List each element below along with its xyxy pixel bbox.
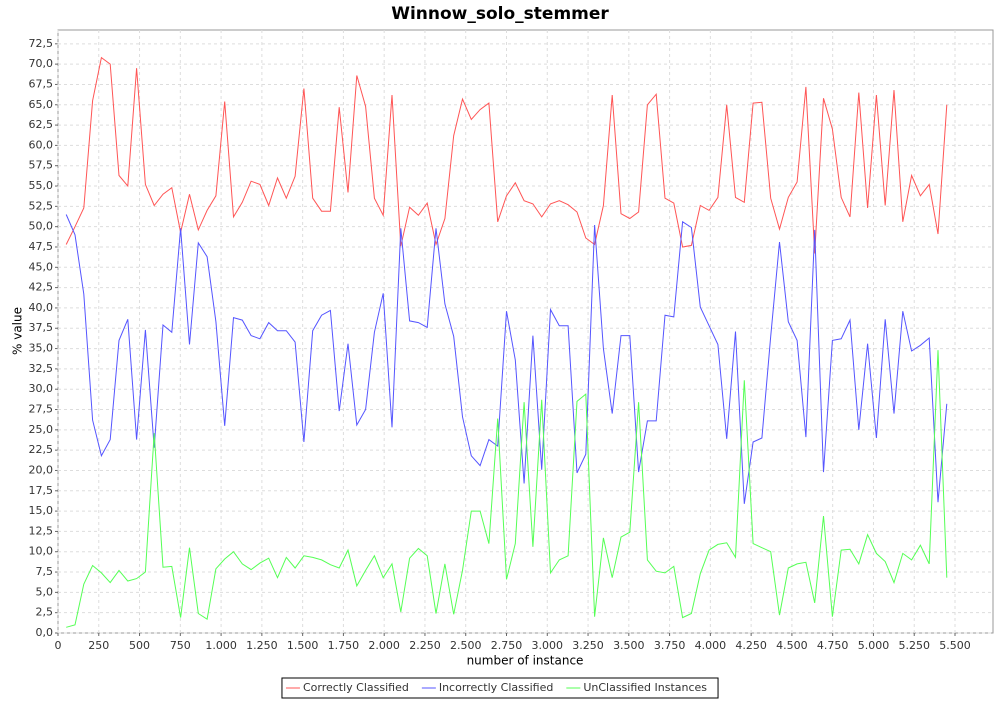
x-tick-label: 1.000 bbox=[205, 639, 237, 652]
y-tick-label: 65,0 bbox=[29, 98, 54, 111]
y-tick-label: 2,5 bbox=[36, 606, 54, 619]
x-tick-label: 3.250 bbox=[572, 639, 604, 652]
y-tick-label: 30,0 bbox=[29, 382, 54, 395]
y-tick-label: 25,0 bbox=[29, 423, 54, 436]
legend-label: UnClassified Instances bbox=[583, 681, 707, 694]
y-tick-label: 0,0 bbox=[36, 626, 54, 639]
y-tick-label: 60,0 bbox=[29, 138, 54, 151]
y-tick-label: 52,5 bbox=[29, 199, 54, 212]
y-tick-label: 55,0 bbox=[29, 179, 54, 192]
y-tick-label: 47,5 bbox=[29, 240, 54, 253]
x-tick-label: 5.250 bbox=[898, 639, 930, 652]
x-tick-label: 5.500 bbox=[939, 639, 971, 652]
x-tick-label: 500 bbox=[129, 639, 150, 652]
legend-box bbox=[281, 677, 719, 699]
x-axis-label: number of instance bbox=[467, 654, 584, 668]
x-tick-label: 3.000 bbox=[532, 639, 564, 652]
x-tick-label: 250 bbox=[88, 639, 109, 652]
y-tick-label: 7,5 bbox=[36, 565, 54, 578]
y-tick-label: 72,5 bbox=[29, 37, 54, 50]
y-tick-label: 15,0 bbox=[29, 504, 54, 517]
x-tick-label: 3.750 bbox=[654, 639, 686, 652]
y-axis-label: % value bbox=[11, 307, 25, 355]
x-tick-label: 2.000 bbox=[368, 639, 400, 652]
y-tick-label: 57,5 bbox=[29, 159, 54, 172]
x-tick-label: 1.750 bbox=[328, 639, 360, 652]
plot-area bbox=[57, 29, 994, 634]
x-tick-label: 1.250 bbox=[246, 639, 278, 652]
y-tick-label: 37,5 bbox=[29, 321, 54, 334]
y-tick-label: 35,0 bbox=[29, 342, 54, 355]
x-tick-label: 4.750 bbox=[817, 639, 849, 652]
y-tick-label: 32,5 bbox=[29, 362, 54, 375]
x-tick-label: 2.500 bbox=[450, 639, 482, 652]
series-line bbox=[66, 350, 948, 628]
y-tick-label: 67,5 bbox=[29, 77, 54, 90]
legend-label: Incorrectly Classified bbox=[439, 681, 553, 694]
x-tick-label: 750 bbox=[170, 639, 191, 652]
legend-label: Correctly Classified bbox=[303, 681, 409, 694]
x-tick-label: 0 bbox=[55, 639, 62, 652]
y-tick-label: 20,0 bbox=[29, 463, 54, 476]
x-tick-label: 4.000 bbox=[695, 639, 727, 652]
x-tick-label: 2.250 bbox=[409, 639, 441, 652]
x-tick-label: 3.500 bbox=[613, 639, 645, 652]
y-tick-label: 22,5 bbox=[29, 443, 54, 456]
legend: Correctly Classified Incorrectly Classifi… bbox=[281, 677, 719, 699]
x-tick-label: 4.250 bbox=[735, 639, 767, 652]
y-tick-label: 12,5 bbox=[29, 524, 54, 537]
x-tick-label: 5.000 bbox=[858, 639, 890, 652]
y-tick-label: 42,5 bbox=[29, 281, 54, 294]
series-line bbox=[65, 56, 948, 254]
y-tick-label: 27,5 bbox=[29, 403, 54, 416]
chart-title: Winnow_solo_stemmer bbox=[391, 4, 609, 24]
y-tick-label: 50,0 bbox=[29, 220, 54, 233]
x-tick-label: 1.500 bbox=[287, 639, 319, 652]
series-line bbox=[65, 214, 948, 504]
y-tick-label: 70,0 bbox=[29, 57, 54, 70]
y-tick-label: 62,5 bbox=[29, 118, 54, 131]
y-tick-label: 5,0 bbox=[36, 585, 54, 598]
y-tick-label: 10,0 bbox=[29, 545, 54, 558]
x-tick-label: 4.500 bbox=[776, 639, 808, 652]
y-tick-label: 45,0 bbox=[29, 260, 54, 273]
y-tick-label: 17,5 bbox=[29, 484, 54, 497]
y-tick-label: 40,0 bbox=[29, 301, 54, 314]
x-tick-label: 2.750 bbox=[491, 639, 523, 652]
